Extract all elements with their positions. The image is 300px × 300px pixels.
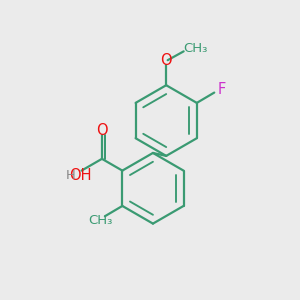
Text: F: F bbox=[218, 82, 226, 97]
Text: O: O bbox=[160, 53, 172, 68]
Text: CH₃: CH₃ bbox=[88, 214, 113, 227]
Text: O: O bbox=[96, 123, 108, 138]
Text: CH₃: CH₃ bbox=[183, 42, 208, 55]
Text: H: H bbox=[65, 169, 75, 182]
Text: OH: OH bbox=[69, 168, 91, 183]
